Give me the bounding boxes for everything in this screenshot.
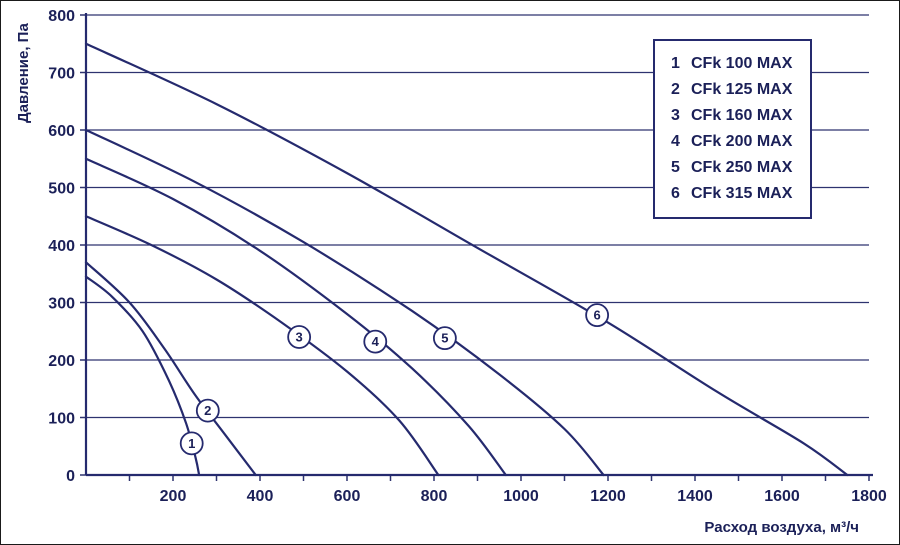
y-tick-label: 400 [48,238,75,255]
curve-marker-circle [179,431,204,456]
curve-marker-number: 1 [188,436,195,451]
curve-marker-circle [585,303,610,328]
y-tick-label: 600 [48,123,75,140]
legend-item-number: 4 [671,133,680,150]
x-tick-label: 1800 [851,488,887,505]
legend-item-number: 2 [671,81,680,98]
curve-cfk-315-max [84,42,849,477]
curve-marker-circle [432,326,457,351]
y-tick-label: 700 [48,66,75,83]
y-tick-label: 200 [48,353,75,370]
legend: 1 CFk 100 MAX 2 CFk 125 MAX 3 CFk 160 MA… [653,39,813,219]
curve-marker-number: 6 [594,308,601,323]
curve-marker-circle [287,325,312,349]
x-tick-label: 1400 [677,488,713,505]
legend-item: 5 CFk 250 MAX [671,155,792,181]
curve-marker-number: 4 [372,334,380,349]
y-tick-label: 300 [48,296,75,313]
curve-cfk-100-max [84,275,201,477]
curve-cfk-125-max [84,261,257,477]
legend-item: 1 CFk 100 MAX [671,51,792,77]
legend-item-number: 6 [671,185,680,202]
x-tick-label: 1000 [503,488,539,505]
legend-item: 4 CFk 200 MAX [671,129,792,155]
legend-item-label: CFk 100 MAX [691,55,793,72]
x-tick-label: 600 [334,488,361,505]
y-tick-label: 500 [48,181,75,198]
legend-item-label: CFk 125 MAX [691,81,793,98]
curve-cfk-250-max [84,128,605,477]
x-tick-label: 800 [421,488,448,505]
legend-item-number: 1 [671,55,680,72]
curve-marker-number: 2 [204,403,211,418]
x-axis-title: Расход воздуха, м³/ч [704,519,859,536]
x-tick-label: 1200 [590,488,626,505]
legend-item-label: CFk 250 MAX [691,159,793,176]
y-tick-label: 0 [66,468,75,485]
x-tick-label: 1600 [764,488,800,505]
curve-cfk-200-max [84,157,507,477]
y-tick-label: 800 [48,8,75,25]
curve-marker-number: 3 [296,330,303,345]
y-tick-label: 100 [48,411,75,428]
legend-item-number: 3 [671,107,680,124]
legend-item: 3 CFk 160 MAX [671,103,792,129]
legend-item: 6 CFk 315 MAX [671,181,792,207]
x-tick-label: 400 [247,488,274,505]
curve-marker-circle [195,398,220,423]
x-tick-label: 200 [160,488,187,505]
legend-item-number: 5 [671,159,680,176]
curve-marker-circle [363,329,388,354]
curve-cfk-160-max [84,215,440,477]
legend-item-label: CFk 160 MAX [691,107,793,124]
legend-item: 2 CFk 125 MAX [671,77,792,103]
curve-marker-number: 5 [441,331,448,346]
legend-item-label: CFk 200 MAX [691,133,793,150]
legend-item-label: CFk 315 MAX [691,185,793,202]
